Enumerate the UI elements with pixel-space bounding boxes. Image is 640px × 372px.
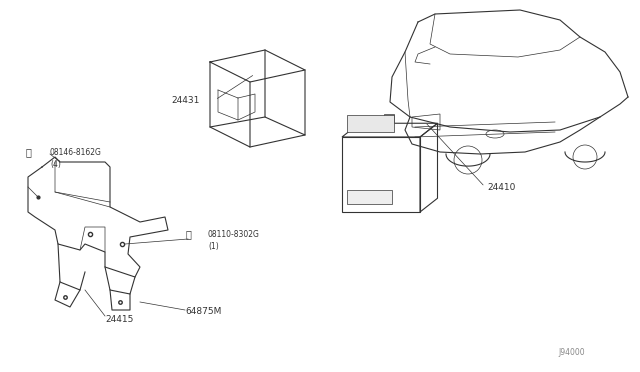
- Text: 24415: 24415: [105, 315, 133, 324]
- Text: 08110-8302G: 08110-8302G: [208, 230, 260, 238]
- Polygon shape: [384, 114, 394, 122]
- Text: Ⓢ: Ⓢ: [25, 147, 31, 157]
- Text: (4): (4): [50, 160, 61, 169]
- Text: 64875M: 64875M: [185, 308, 221, 317]
- Polygon shape: [347, 115, 394, 132]
- Text: J94000: J94000: [558, 348, 585, 357]
- Polygon shape: [347, 190, 392, 204]
- Text: Ⓑ: Ⓑ: [185, 229, 191, 239]
- Text: 24431: 24431: [172, 96, 200, 105]
- Polygon shape: [360, 119, 372, 129]
- Text: 08146-8162G: 08146-8162G: [50, 148, 102, 157]
- Text: 24410: 24410: [487, 183, 515, 192]
- Text: (1): (1): [208, 241, 219, 250]
